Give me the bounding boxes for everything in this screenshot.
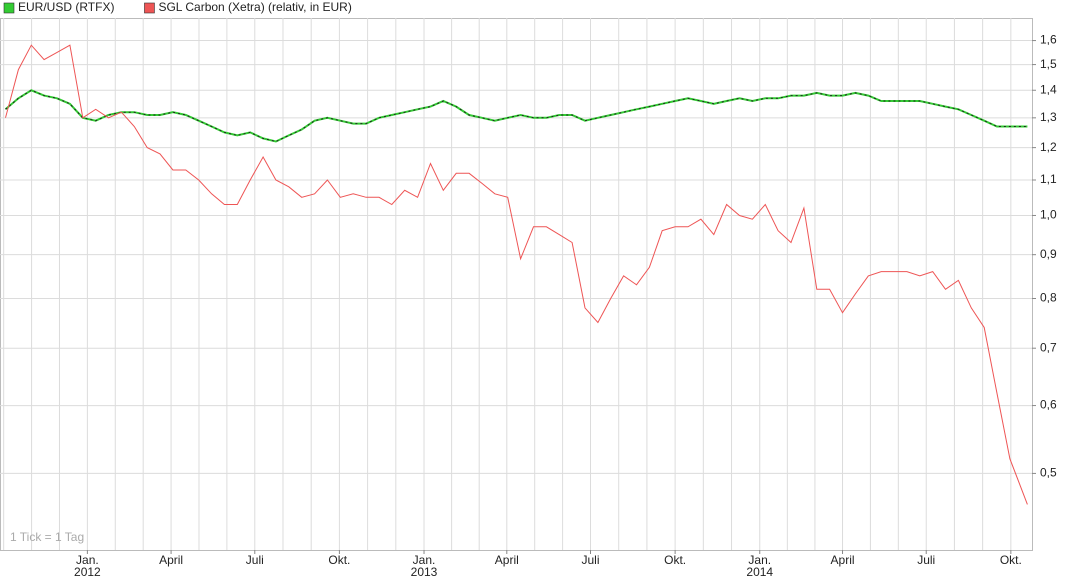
x-tick-label: April — [495, 553, 519, 567]
x-year-label: 2014 — [746, 565, 773, 577]
y-tick-label: 0,5 — [1040, 466, 1057, 480]
x-tick-label: Jan. — [413, 553, 436, 567]
x-tick-label: Jan. — [76, 553, 99, 567]
y-tick-label: 1,0 — [1040, 208, 1057, 222]
plot-frame — [0, 18, 1033, 551]
x-year-label: 2012 — [74, 565, 101, 577]
legend-swatch — [144, 2, 155, 14]
legend-label: SGL Carbon (Xetra) (relativ, in EUR) — [158, 0, 351, 14]
series-line — [5, 44, 1028, 505]
x-tick-label: Juli — [917, 553, 935, 567]
y-tick-label: 0,6 — [1040, 398, 1057, 412]
x-tick-label: Okt. — [664, 553, 686, 567]
series-line-overlay — [5, 89, 1028, 143]
x-tick-label: April — [159, 553, 183, 567]
y-tick-label: 1,4 — [1040, 82, 1057, 96]
x-tick-label: Jan. — [748, 553, 771, 567]
y-tick-label: 1,5 — [1040, 57, 1057, 71]
x-tick-label: Juli — [246, 553, 264, 567]
x-tick-label: Juli — [581, 553, 599, 567]
y-tick-label: 0,7 — [1040, 340, 1057, 354]
x-tick-label: Okt. — [328, 553, 350, 567]
x-tick-label: April — [831, 553, 855, 567]
x-year-label: 2013 — [411, 565, 438, 577]
y-tick-label: 1,1 — [1040, 172, 1057, 186]
legend-label: EUR/USD (RTFX) — [18, 0, 114, 14]
y-tick-label: 1,6 — [1040, 33, 1057, 47]
y-tick-label: 0,8 — [1040, 291, 1057, 305]
x-tick-label: Okt. — [1000, 553, 1022, 567]
annotation: 1 Tick = 1 Tag — [10, 530, 84, 544]
legend-swatch — [3, 2, 15, 14]
y-tick-label: 1,2 — [1040, 140, 1057, 154]
y-tick-label: 0,9 — [1040, 247, 1057, 261]
y-tick-label: 1,3 — [1040, 110, 1057, 124]
